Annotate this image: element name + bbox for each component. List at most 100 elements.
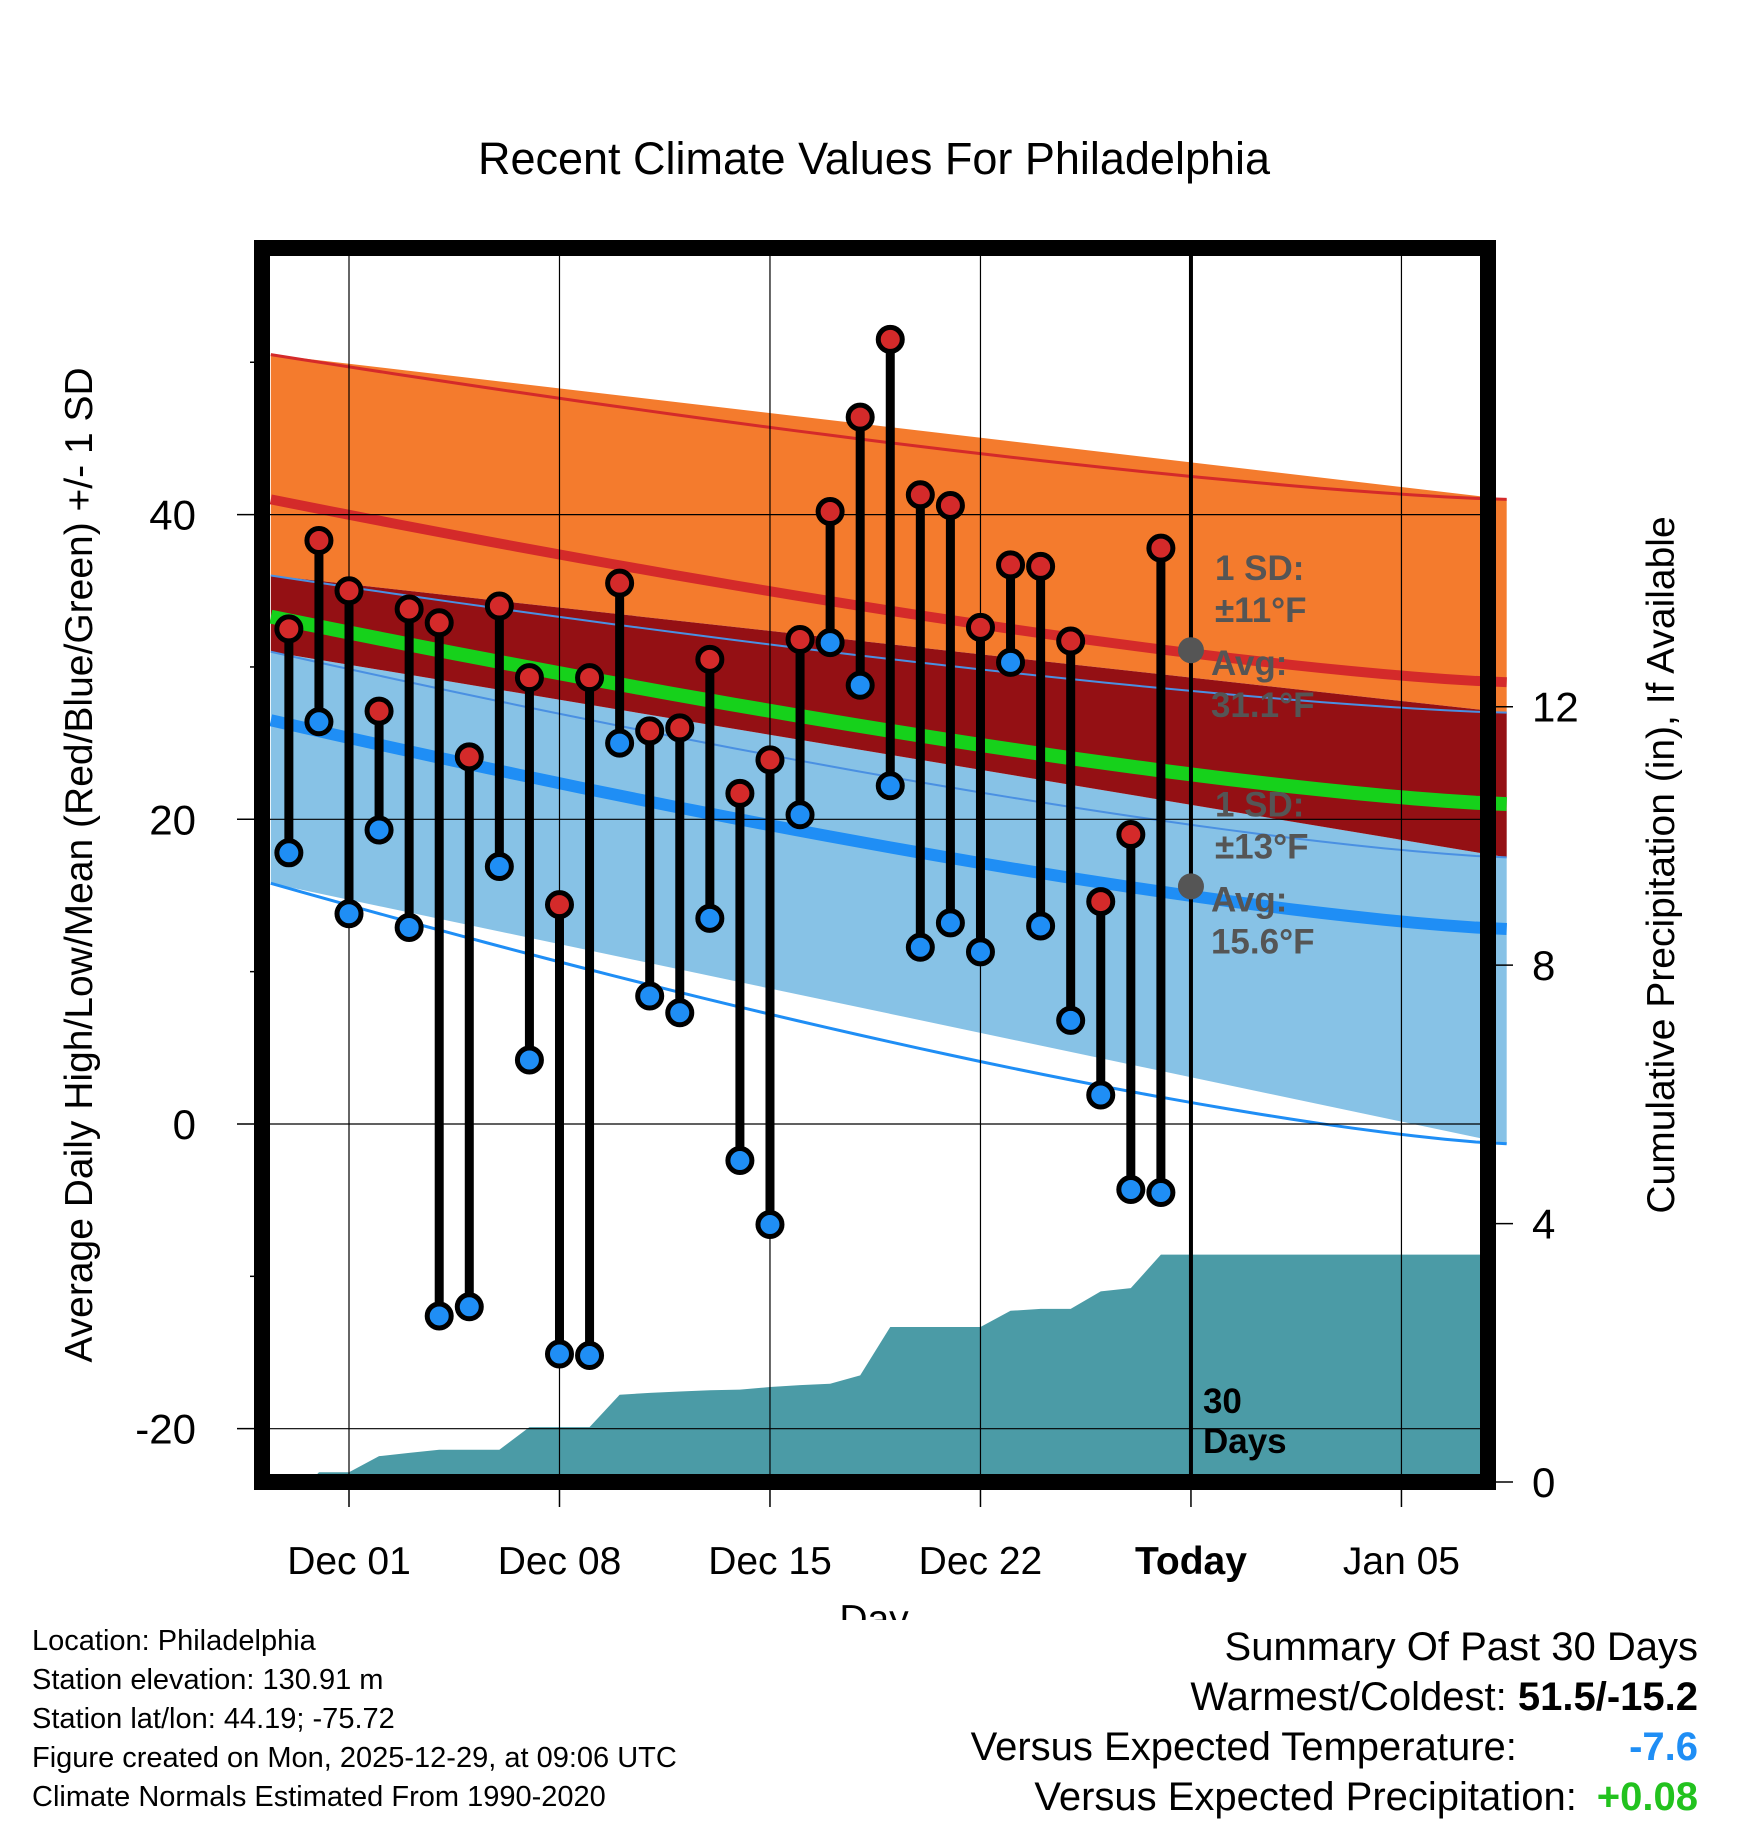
low-lower-line: [270, 881, 1507, 1146]
low-point: [1086, 1080, 1116, 1110]
high-point: [484, 591, 514, 621]
low-point: [544, 1339, 574, 1369]
low-point: [695, 903, 725, 933]
low-point: [815, 628, 845, 658]
low-point: [1026, 911, 1056, 941]
high-point: [996, 550, 1026, 580]
y-tick-label: 0: [173, 1101, 196, 1148]
created-text: Figure created on Mon, 2025-12-29, at 09…: [32, 1742, 677, 1774]
low-point: [935, 908, 965, 938]
low-point: [484, 852, 514, 882]
high-point: [544, 890, 574, 920]
summary-title: Summary Of Past 30 Days: [1224, 1625, 1698, 1669]
low-point: [785, 800, 815, 830]
high-avg-marker: [1177, 637, 1204, 664]
x-tick-label: Jan 05: [1343, 1540, 1460, 1583]
y2-tick-label: 8: [1532, 942, 1555, 989]
low-point: [605, 728, 635, 758]
high-sd-label: 1 SD:: [1215, 549, 1304, 588]
low-point: [996, 647, 1026, 677]
low-sd-band: [270, 651, 1507, 1144]
x-tick-label: Dec 22: [919, 1540, 1043, 1583]
latlon-text: Station lat/lon: 44.19; -75.72: [32, 1703, 395, 1735]
temp-value: -7.6: [1629, 1725, 1698, 1769]
y2-tick-label: 0: [1532, 1459, 1555, 1506]
y2-axis-label: Cumulative Precipitation (in), If Availa…: [1640, 516, 1683, 1213]
days-label: Days: [1203, 1422, 1287, 1461]
y-tick-label: 20: [149, 796, 196, 843]
high-point: [845, 402, 875, 432]
x-tick-label: Today: [1135, 1540, 1247, 1583]
high-point: [514, 663, 544, 693]
high-point: [815, 497, 845, 527]
low-point: [665, 998, 695, 1028]
x-tick-label: Dec 15: [708, 1540, 832, 1583]
y-axis-label: Average Daily High/Low/Mean (Red/Blue/Gr…: [58, 367, 101, 1362]
y2-tick-label: 4: [1532, 1201, 1555, 1248]
low-point: [845, 670, 875, 700]
low-point: [1146, 1178, 1176, 1208]
low-point: [1116, 1174, 1146, 1204]
low-point: [635, 981, 665, 1011]
x-tick-label: Dec 01: [287, 1540, 411, 1583]
high-point: [755, 745, 785, 775]
low-point: [514, 1045, 544, 1075]
high-point: [665, 713, 695, 743]
low-point: [965, 937, 995, 967]
warmest-label: Warmest/Coldest:: [1190, 1675, 1507, 1719]
high-point: [364, 696, 394, 726]
high-point: [965, 612, 995, 642]
plot-frame: [254, 240, 1496, 1490]
low-point: [905, 932, 935, 962]
chart-title: Recent Climate Values For Philadelphia: [478, 133, 1271, 184]
low-point: [875, 771, 905, 801]
high-point: [334, 576, 364, 606]
high-point: [304, 526, 334, 556]
high-point: [1056, 626, 1086, 656]
high-point: [635, 716, 665, 746]
low-sd-value: ±13°F: [1215, 827, 1309, 866]
low-point: [304, 707, 334, 737]
summary-temp-row: Versus Expected Temperature: -7.6: [971, 1722, 1698, 1772]
low-point: [274, 838, 304, 868]
high-point: [424, 608, 454, 638]
low-point: [755, 1210, 785, 1240]
low-point: [334, 899, 364, 929]
x-tick-label: Dec 08: [498, 1540, 622, 1583]
high-point: [875, 324, 905, 354]
location-text: Location: Philadelphia: [32, 1625, 316, 1657]
low-sd-label: 1 SD:: [1215, 785, 1304, 824]
precip-label: Versus Expected Precipitation:: [1034, 1775, 1577, 1819]
high-point: [695, 644, 725, 674]
high-point: [1086, 887, 1116, 917]
high-point: [274, 614, 304, 644]
high-avg-value: 31.1°F: [1211, 686, 1315, 725]
high-point: [725, 778, 755, 808]
station-info: Location: Philadelphia Station elevation…: [32, 1622, 677, 1817]
low-avg-value: 15.6°F: [1211, 922, 1315, 961]
normals-text: Climate Normals Estimated From 1990-2020: [32, 1781, 606, 1813]
high-point: [1026, 551, 1056, 581]
y-tick-label: -20: [135, 1406, 196, 1453]
low-point: [575, 1341, 605, 1371]
low-avg-label: Avg:: [1211, 880, 1287, 919]
high-point: [1146, 533, 1176, 563]
warmest-value: 51.5/-15.2: [1517, 1675, 1698, 1719]
y2-tick-label: 12: [1532, 684, 1579, 731]
temp-label: Versus Expected Temperature:: [970, 1725, 1517, 1769]
high-point: [605, 568, 635, 598]
low-point: [364, 815, 394, 845]
high-point: [575, 663, 605, 693]
elevation-text: Station elevation: 130.91 m: [32, 1664, 384, 1696]
y-tick-label: 40: [149, 492, 196, 539]
high-point: [785, 625, 815, 655]
low-point: [725, 1146, 755, 1176]
low-point: [424, 1301, 454, 1331]
low-point: [1056, 1005, 1086, 1035]
summary-warmest-row: Warmest/Coldest: 51.5/-15.2: [971, 1672, 1698, 1722]
low-avg-marker: [1177, 873, 1204, 900]
high-point: [454, 742, 484, 772]
days-count: 30: [1203, 1382, 1242, 1421]
precip-area: [258, 1254, 1488, 1482]
